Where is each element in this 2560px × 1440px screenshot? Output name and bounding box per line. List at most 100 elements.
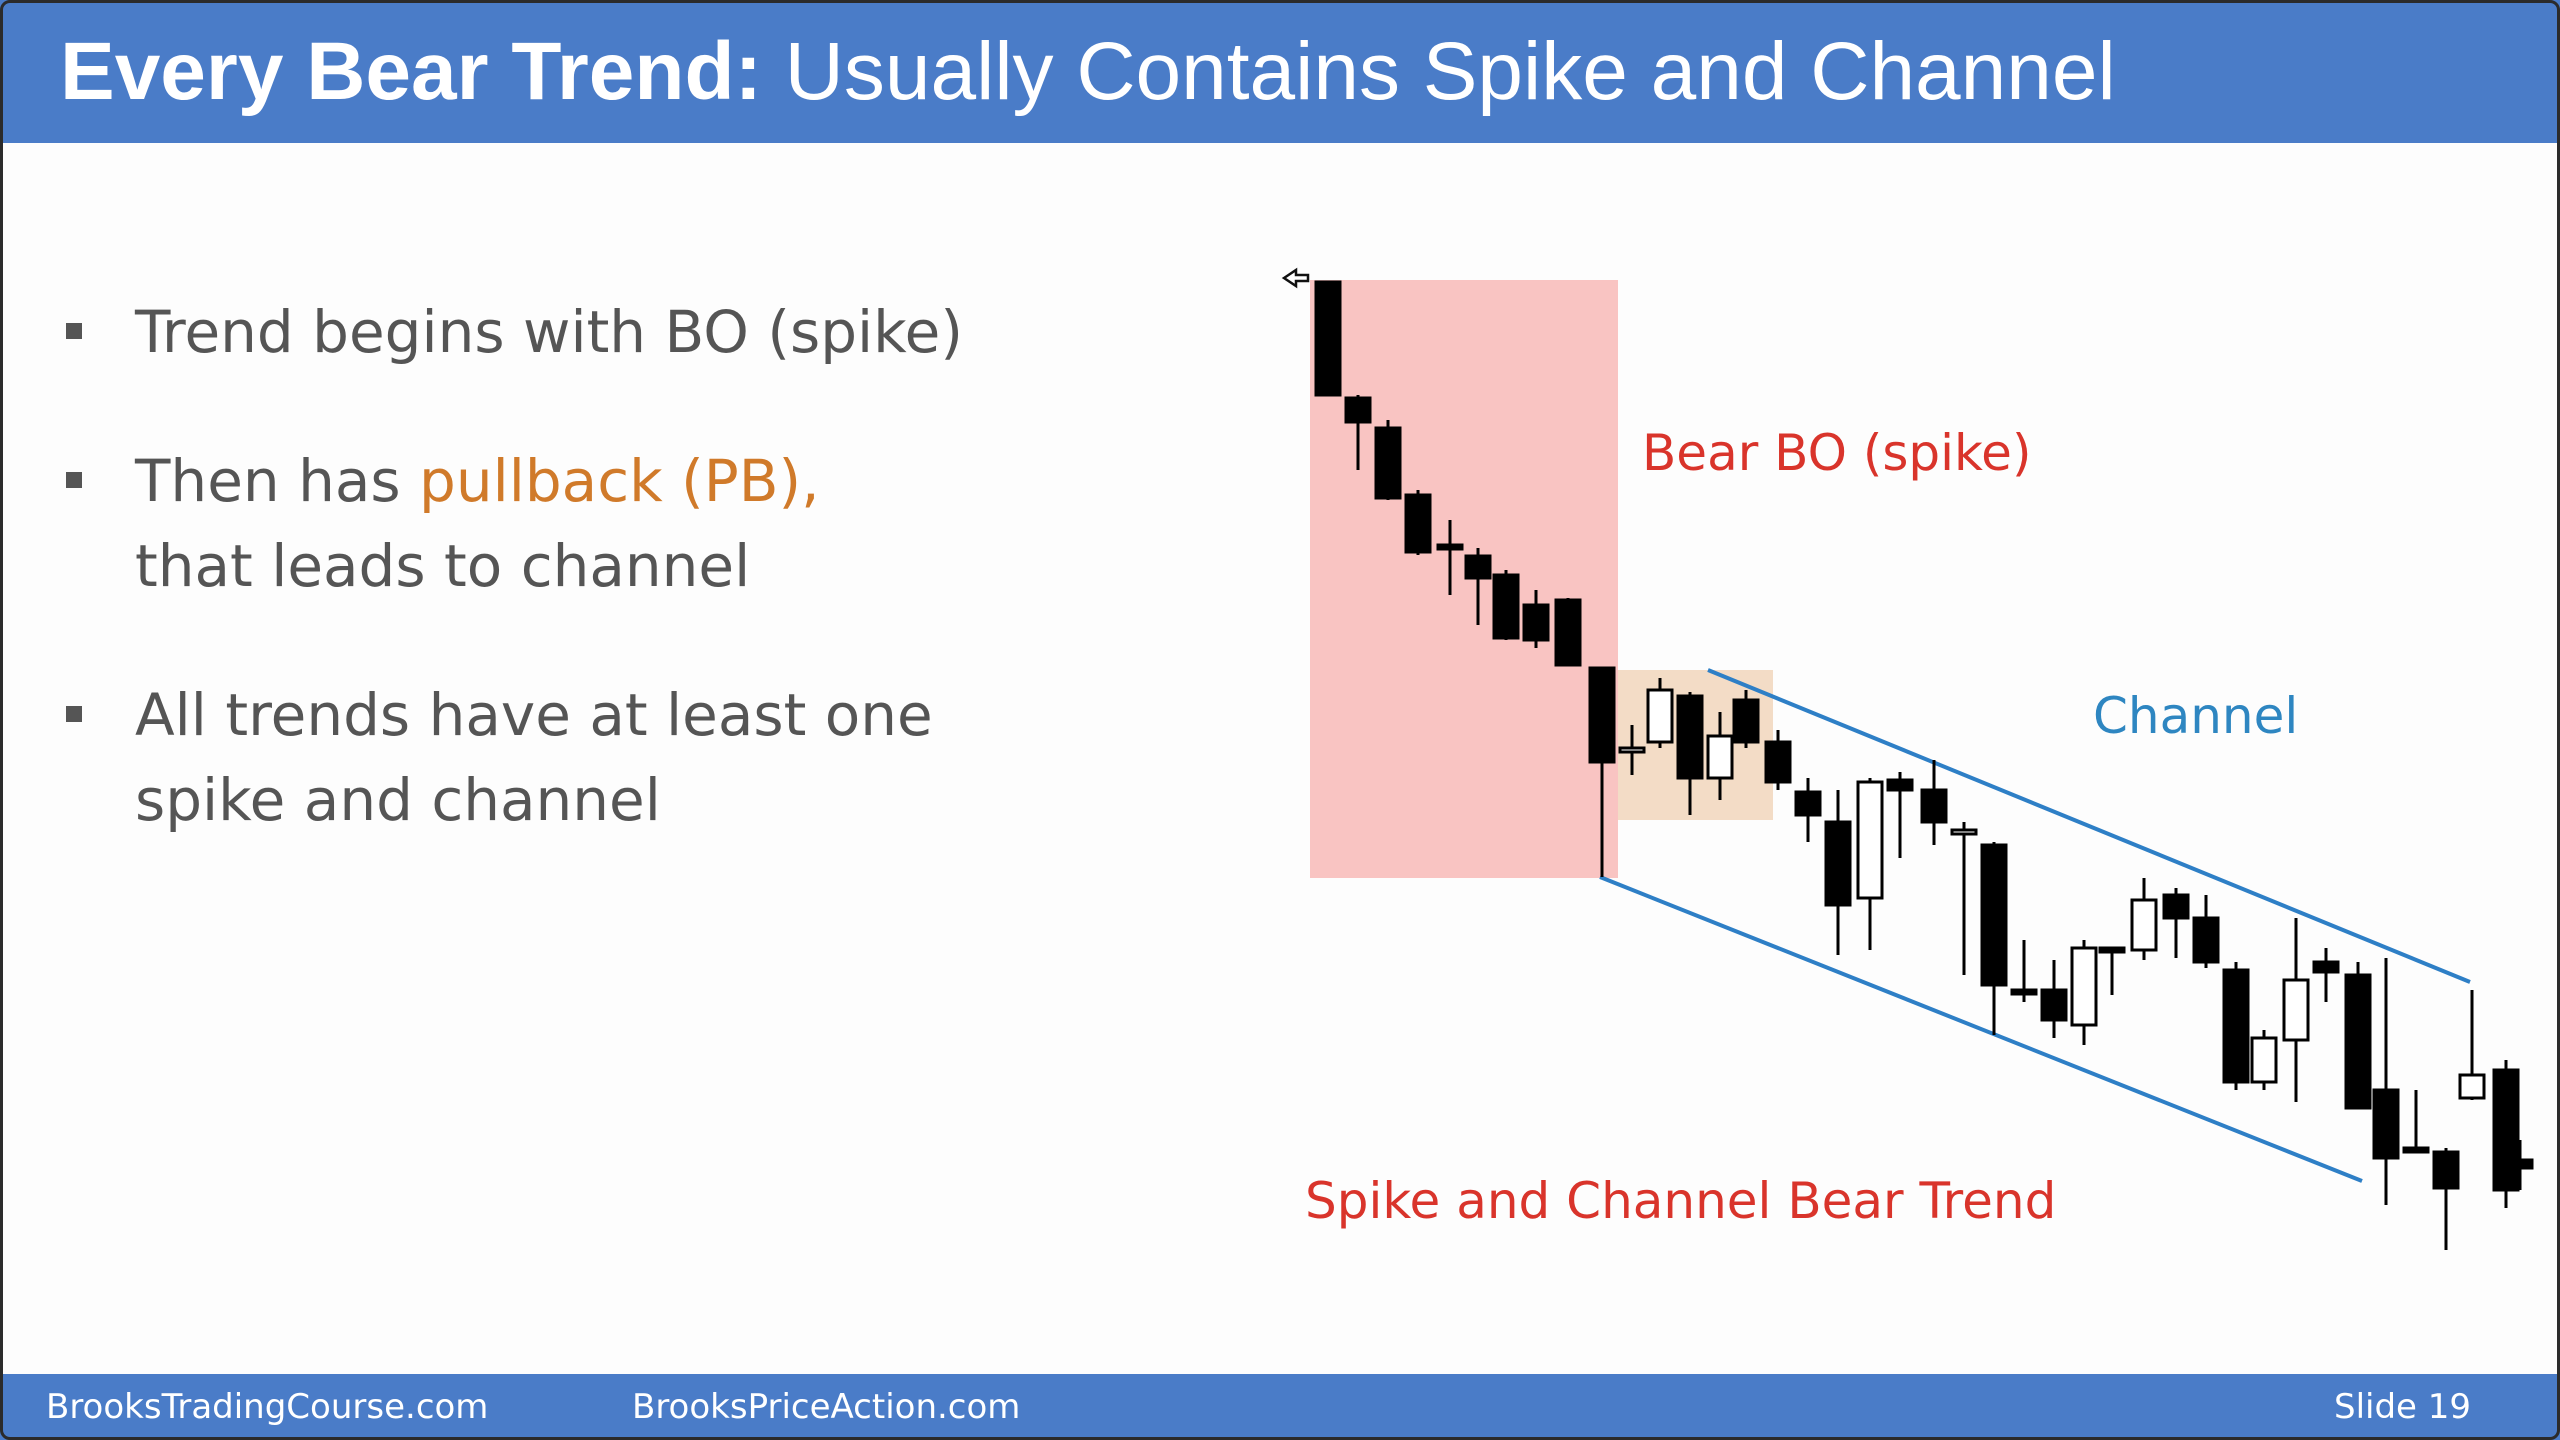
candle — [1314, 280, 1342, 397]
bear-candle-body — [1764, 740, 1792, 784]
candle — [2458, 990, 2486, 1100]
bull-candle-body — [1950, 828, 1978, 836]
channel-lower-line — [1599, 875, 2363, 1183]
channel-upper-line — [1707, 668, 2471, 984]
bear-candle-body — [1374, 426, 1402, 500]
candle — [1618, 725, 1646, 775]
candle — [2312, 948, 2340, 1002]
footer-site-course: BrooksTradingCourse.com — [46, 1387, 489, 1427]
candle — [1980, 842, 2008, 1035]
bear-candle-body — [1588, 666, 1616, 764]
bear-candle-body — [2192, 916, 2220, 964]
candle — [2070, 940, 2098, 1045]
candle — [2432, 1148, 2460, 1250]
bear-candle-body — [2040, 988, 2068, 1022]
bullet-text: Then has — [135, 447, 420, 515]
candle — [1436, 520, 1464, 595]
candle — [2222, 962, 2250, 1090]
bear-candle-body — [1344, 396, 1372, 424]
bullet-item: All trends have at least one spike and c… — [60, 673, 1160, 843]
candlestick-diagram: Bear BO (spike) Channel Spike and Channe… — [1281, 267, 2534, 1250]
bullet-item: Then has pullback (PB), that leads to ch… — [60, 439, 1160, 609]
candle — [1344, 395, 1372, 470]
candle — [1856, 778, 1884, 950]
bear-candle-body — [1794, 790, 1822, 817]
candle — [1492, 570, 1520, 640]
bullet-item: Trend begins with BO (spike) — [60, 290, 1160, 375]
bear-candle-body — [1522, 603, 1550, 642]
bull-candle-body — [2130, 898, 2158, 952]
candle — [1706, 712, 1734, 800]
bull-candle-body — [1856, 780, 1884, 900]
slide-title-bold: Every Bear Trend: — [60, 26, 762, 117]
bear-candle-body — [2402, 1146, 2430, 1154]
candle — [1374, 420, 1402, 500]
bear-candle-body — [1554, 598, 1582, 667]
bear-candle-body — [1676, 694, 1704, 780]
bull-candle-body — [2070, 946, 2098, 1027]
channel-label: Channel — [2093, 687, 2298, 745]
bear-candle-body — [2344, 973, 2372, 1110]
bear-candle-body — [1732, 698, 1760, 744]
bear-candle-body — [1492, 573, 1520, 640]
bear-candle-body — [1314, 280, 1342, 397]
candle — [2250, 1030, 2278, 1090]
candle — [2344, 962, 2372, 1110]
candle — [2162, 888, 2190, 958]
candle — [1794, 778, 1822, 842]
bear-candle-body — [2098, 946, 2126, 954]
candle — [1404, 490, 1432, 555]
bear-candle-body — [1920, 788, 1948, 824]
candle — [2372, 958, 2400, 1205]
bear-candle-body — [1464, 554, 1492, 580]
bear-candle-body — [2312, 960, 2340, 974]
bull-candle-body — [2250, 1036, 2278, 1084]
slide-title-rest: Usually Contains Spike and Channel — [761, 26, 2116, 117]
bear-candle-body — [1886, 778, 1914, 792]
slide-header: Every Bear Trend: Usually Contains Spike… — [0, 0, 2560, 143]
candle — [1732, 690, 1760, 748]
candle — [2130, 878, 2158, 960]
footer-slide-number: Slide 19 — [2334, 1387, 2472, 1427]
bear-candle-body — [2432, 1150, 2460, 1190]
bear-candle-body — [1824, 820, 1852, 907]
candle — [2192, 895, 2220, 968]
bear-candle-body — [2492, 1068, 2520, 1192]
candle — [1646, 678, 1674, 748]
footer-site-priceaction: BrooksPriceAction.com — [632, 1387, 1021, 1427]
bullet-square-icon — [66, 706, 82, 722]
channel-lines — [1599, 668, 2471, 1183]
candle — [2506, 1140, 2534, 1190]
bear-candle-body — [1436, 543, 1464, 551]
cursor-icon — [1281, 267, 1310, 289]
slide-footer: BrooksTradingCourse.com BrooksPriceActio… — [0, 1374, 2560, 1440]
candle — [1464, 548, 1492, 625]
bullet-text: All trends have at least one — [135, 681, 933, 749]
bull-candle-body — [1646, 688, 1674, 744]
candle — [1824, 790, 1852, 955]
spike-zone — [1310, 280, 1618, 878]
zones — [1310, 280, 1773, 878]
bear-candle-body — [2162, 893, 2190, 920]
candle — [1950, 822, 1978, 975]
candle — [1676, 692, 1704, 815]
candles — [1314, 280, 2534, 1250]
bear-candle-body — [2010, 988, 2038, 996]
candle — [2282, 918, 2310, 1102]
bullet-text-continued: spike and channel — [135, 766, 661, 834]
bear-candle-body — [2372, 1088, 2400, 1160]
bullet-list: Trend begins with BO (spike) Then has pu… — [60, 290, 1160, 907]
bear-candle-body — [1404, 493, 1432, 554]
bullet-square-icon — [66, 472, 82, 488]
bear-candle-body — [1980, 843, 2008, 987]
candle — [1764, 730, 1792, 790]
candle — [2040, 960, 2068, 1038]
bull-candle-body — [2458, 1073, 2486, 1100]
bullet-highlight: pullback (PB), — [419, 447, 820, 515]
candle — [1886, 772, 1914, 858]
bear-candle-body — [2506, 1158, 2534, 1170]
bull-candle-body — [1706, 734, 1734, 780]
bullet-text-continued: that leads to channel — [135, 532, 751, 600]
candle — [2492, 1060, 2520, 1208]
candle — [1522, 590, 1550, 648]
